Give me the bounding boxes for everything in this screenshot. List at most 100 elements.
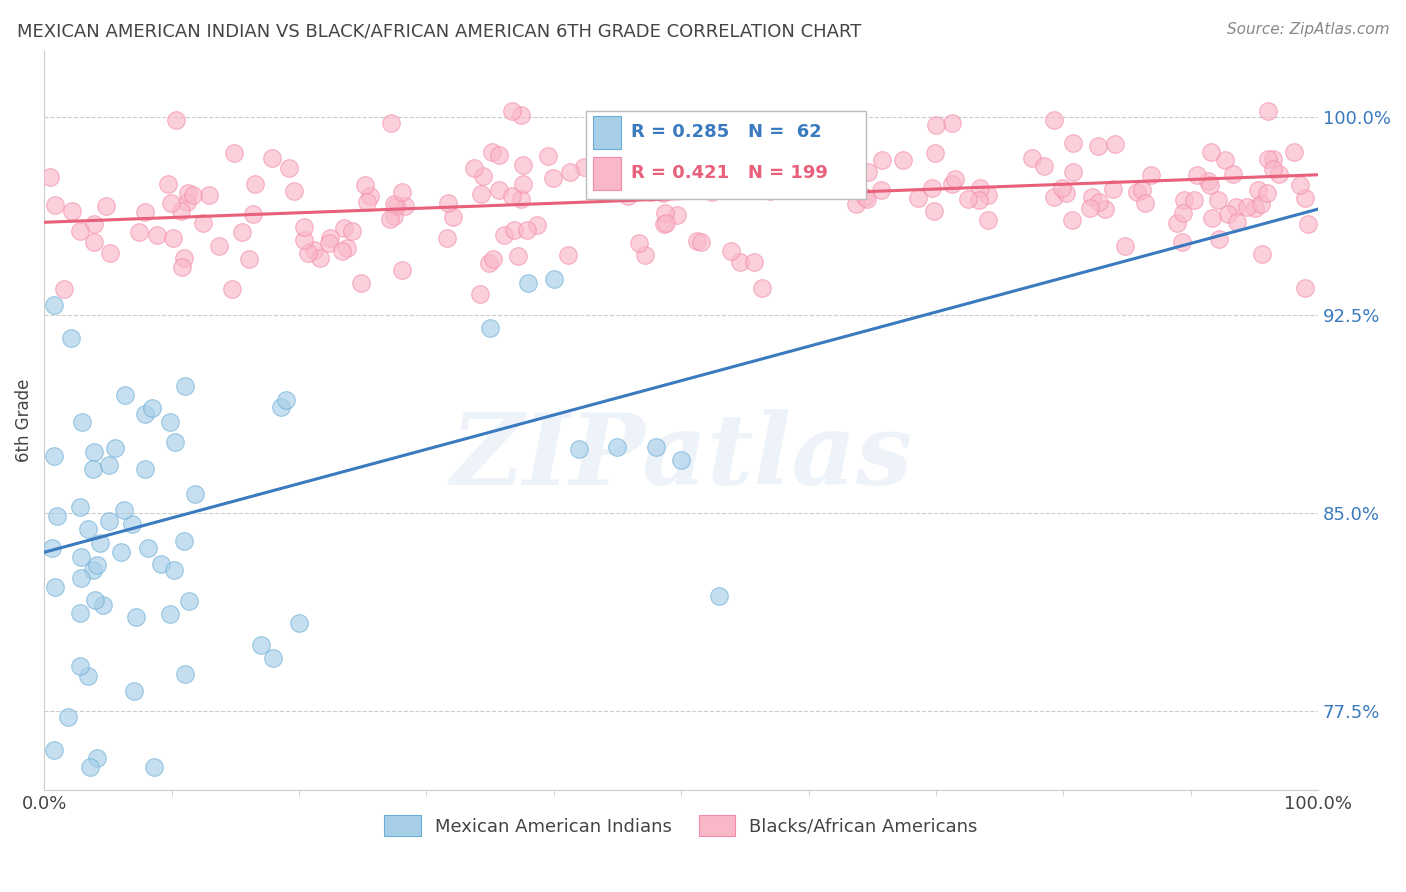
Point xyxy=(1222,167,1244,181)
Point xyxy=(437,196,460,211)
Point xyxy=(977,213,1000,227)
Point xyxy=(543,272,565,286)
Point xyxy=(1062,212,1084,227)
Point xyxy=(643,154,665,169)
Point xyxy=(1054,186,1077,201)
Point xyxy=(42,297,65,311)
Point xyxy=(302,243,325,257)
Point xyxy=(56,710,79,724)
Point xyxy=(83,235,105,249)
Point xyxy=(1261,162,1284,177)
Point xyxy=(759,171,782,186)
Point xyxy=(1062,136,1084,150)
Point xyxy=(957,192,980,206)
Point xyxy=(689,235,711,250)
Point xyxy=(591,167,613,181)
Point xyxy=(60,203,83,218)
Point xyxy=(170,203,193,218)
Point xyxy=(356,195,378,210)
Point xyxy=(634,248,657,262)
Point xyxy=(297,245,319,260)
Point xyxy=(173,251,195,265)
Point xyxy=(470,187,492,202)
Point xyxy=(1062,165,1084,179)
Point xyxy=(165,113,187,128)
Point xyxy=(1199,145,1222,159)
Point xyxy=(242,207,264,221)
Point xyxy=(509,108,531,122)
Point xyxy=(804,179,827,194)
Point xyxy=(441,210,464,224)
Point xyxy=(292,219,315,234)
Point xyxy=(1125,185,1147,199)
Point xyxy=(1032,159,1054,173)
Point xyxy=(1257,104,1279,119)
Point xyxy=(526,219,548,233)
Point xyxy=(124,609,146,624)
Point xyxy=(1226,215,1249,229)
Point xyxy=(671,136,693,150)
Point xyxy=(478,256,501,270)
Point xyxy=(1171,205,1194,219)
Point xyxy=(830,176,852,190)
Point xyxy=(1104,136,1126,151)
Y-axis label: 6th Grade: 6th Grade xyxy=(15,378,32,462)
Point xyxy=(45,509,67,524)
Point xyxy=(941,116,963,130)
Point xyxy=(652,217,675,231)
Point xyxy=(1294,190,1316,204)
Point xyxy=(801,134,824,148)
Text: ZIPatlas: ZIPatlas xyxy=(450,409,912,506)
Point xyxy=(977,188,1000,202)
Point xyxy=(191,216,214,230)
Bar xyxy=(593,157,621,190)
Point xyxy=(651,186,673,201)
Point xyxy=(472,169,495,183)
Point xyxy=(482,252,505,266)
Point xyxy=(644,440,666,454)
Point xyxy=(1101,182,1123,196)
Point xyxy=(1182,193,1205,207)
Point xyxy=(83,593,105,607)
Point xyxy=(853,190,876,204)
Point xyxy=(59,331,82,345)
Point xyxy=(208,239,231,253)
Point xyxy=(470,287,492,301)
Point xyxy=(720,244,742,258)
Point xyxy=(94,199,117,213)
Point xyxy=(1201,211,1223,225)
Point xyxy=(350,276,373,290)
Point xyxy=(121,516,143,531)
Point xyxy=(1171,235,1194,249)
Point xyxy=(627,235,650,250)
Point xyxy=(146,227,169,242)
Point xyxy=(98,246,121,260)
Point xyxy=(463,161,485,176)
Point xyxy=(97,458,120,472)
Point xyxy=(751,281,773,295)
Point xyxy=(650,174,672,188)
Point xyxy=(512,158,534,172)
Point xyxy=(134,205,156,219)
Point xyxy=(1296,217,1319,231)
Point xyxy=(176,195,198,210)
Point xyxy=(336,241,359,255)
Point xyxy=(53,282,76,296)
Point xyxy=(359,189,381,203)
Point xyxy=(382,196,405,211)
Point xyxy=(666,208,689,222)
Point xyxy=(86,558,108,573)
Point xyxy=(70,550,93,565)
Point xyxy=(319,231,342,245)
Point xyxy=(91,598,114,612)
Point xyxy=(181,188,204,202)
Point xyxy=(114,388,136,402)
Point xyxy=(159,607,181,622)
Point xyxy=(758,184,780,198)
Point xyxy=(1257,152,1279,166)
Point xyxy=(42,449,65,463)
Point xyxy=(238,252,260,266)
Point xyxy=(184,487,207,501)
Point xyxy=(1244,202,1267,216)
Point xyxy=(1081,189,1104,203)
